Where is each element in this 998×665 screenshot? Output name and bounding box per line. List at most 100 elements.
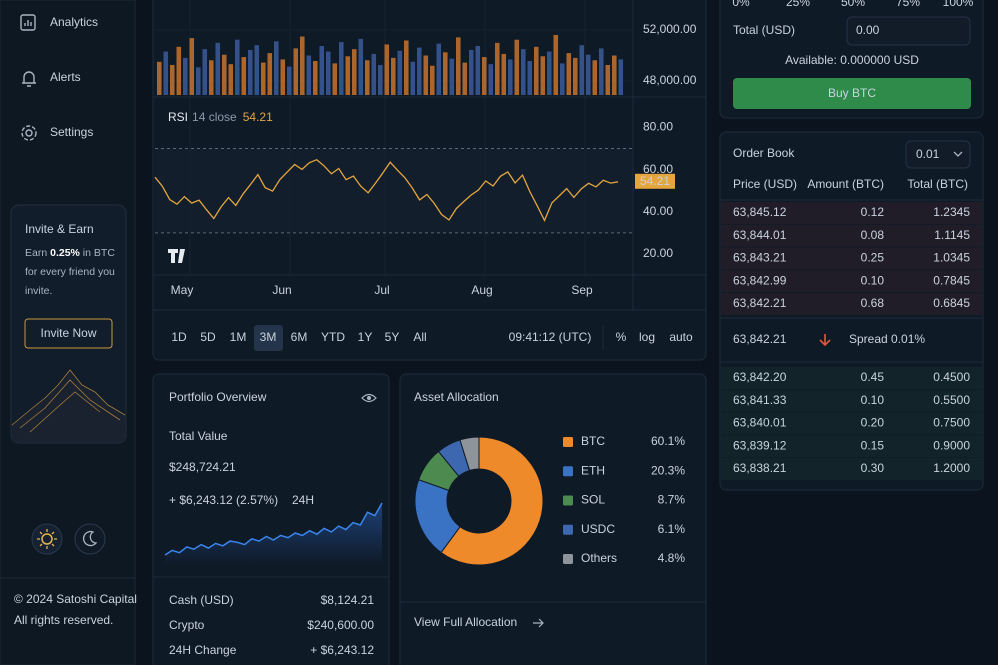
volume-bar [189, 38, 195, 95]
rsi-band-fill [155, 148, 633, 233]
analytics-bars [24, 20, 32, 26]
percent-option: 25% [786, 0, 810, 9]
book-cell: 0.10 [861, 273, 885, 287]
book-cell: 0.10 [861, 393, 885, 407]
book-cell: 63,842.21 [733, 296, 787, 310]
volume-bar [488, 64, 494, 95]
book-cell: 63,838.21 [733, 461, 787, 475]
sparkline-area [165, 503, 382, 565]
nav-item: Analytics [50, 15, 98, 29]
book-cell: 0.68 [861, 296, 885, 310]
chart-option[interactable]: auto [669, 330, 693, 344]
legend-swatch [563, 437, 573, 447]
timeframe[interactable]: YTD [321, 330, 345, 344]
book-cell: 63,845.12 [733, 205, 787, 219]
volume-bar [573, 57, 578, 95]
invite-text: Earn 0.25% in BTC for every friend you i… [25, 244, 119, 301]
volume-bar [475, 46, 481, 95]
chevron [953, 151, 963, 157]
volume-bar [293, 48, 299, 95]
buy-button[interactable] [733, 78, 971, 109]
volume-bar [599, 48, 604, 95]
book-cell: 0.6845 [933, 296, 970, 310]
volume-bar [287, 66, 292, 95]
chart-option[interactable]: log [639, 330, 655, 344]
rsi-params: 14 close [192, 110, 237, 124]
volume-bar [365, 60, 370, 95]
invite-text-pre: Earn [25, 247, 51, 259]
timeframe[interactable]: All [413, 330, 426, 344]
invite-card [10, 204, 127, 444]
volume-bar [449, 58, 455, 95]
volume-bar [163, 51, 169, 95]
timeframe[interactable]: 1Y [358, 330, 373, 344]
light-theme[interactable] [31, 523, 63, 555]
nav-icons [20, 14, 37, 141]
timeframe-active [254, 325, 283, 351]
tv-logo [168, 249, 185, 263]
volume-bar [501, 53, 507, 95]
book-step: 0.01 [916, 147, 940, 161]
total-input[interactable] [846, 16, 971, 46]
volume-bar [540, 56, 546, 95]
legend-label: SOL [581, 493, 605, 507]
book-cell: 0.4500 [933, 370, 970, 384]
rsi-tick-label: 60.00 [643, 162, 673, 176]
period: 24H [292, 493, 314, 507]
book-cell: 0.12 [861, 205, 885, 219]
rsi-current: 54.21 [243, 110, 273, 124]
volume-bar [300, 36, 305, 95]
volume-bar [521, 49, 526, 95]
book-row-bg [721, 247, 982, 270]
book-header: Total (BTC) [907, 177, 968, 191]
settings-icon [25, 129, 33, 137]
total-value: 0.00 [856, 23, 880, 37]
volume-bar [469, 49, 474, 95]
spread: Spread 0.01% [849, 332, 925, 346]
volume-bar [384, 44, 390, 95]
month-label: May [171, 283, 194, 297]
book-title: Order Book [733, 146, 795, 160]
volume-bar [248, 49, 253, 95]
timeframe[interactable]: 3M [260, 330, 277, 344]
row-label: Crypto [169, 618, 205, 632]
legend-value: 8.7% [658, 493, 686, 507]
eye-icon[interactable] [361, 393, 377, 403]
percent-option: 100% [943, 0, 974, 9]
book-row-bg [721, 293, 982, 315]
book-cell: 63,841.33 [733, 393, 787, 407]
volume-bar [430, 65, 435, 95]
legend-value: 20.3% [651, 463, 685, 477]
down-arrow [819, 334, 831, 347]
timeframe[interactable]: 1M [230, 330, 247, 344]
step-dropdown[interactable] [905, 140, 971, 169]
book-row-bg [721, 412, 982, 435]
volume-bar [215, 42, 221, 95]
book-cell: 0.7500 [933, 416, 970, 430]
allocation-link[interactable]: View Full Allocation [414, 615, 517, 629]
volume-bar [618, 59, 624, 95]
total-value-label: Total Value [169, 429, 228, 443]
book-row-bg [721, 202, 982, 224]
timeframe[interactable]: 6M [291, 330, 308, 344]
chart-option[interactable]: % [616, 330, 627, 344]
volume-bar [254, 45, 260, 95]
timeframe[interactable]: 5Y [385, 330, 400, 344]
sun-rays [37, 529, 57, 549]
volume-bar [228, 64, 234, 95]
volume-bar [495, 42, 500, 95]
timeframe[interactable]: 5D [200, 330, 216, 344]
rsi-tick-label: 40.00 [643, 204, 673, 218]
volume-bar [534, 46, 539, 95]
volume-bar [417, 47, 422, 95]
book-header: Amount (BTC) [807, 177, 884, 191]
rsi-tick-label: 20.00 [643, 246, 673, 260]
volume-bar [514, 39, 520, 95]
volume-bar [579, 45, 585, 95]
invite-button[interactable] [24, 318, 113, 349]
book-cell: 63,843.21 [733, 251, 787, 265]
eye-pupil [367, 396, 371, 400]
volume-bar [202, 49, 208, 95]
timeframe[interactable]: 1D [171, 330, 187, 344]
percent-option: 75% [896, 0, 920, 9]
